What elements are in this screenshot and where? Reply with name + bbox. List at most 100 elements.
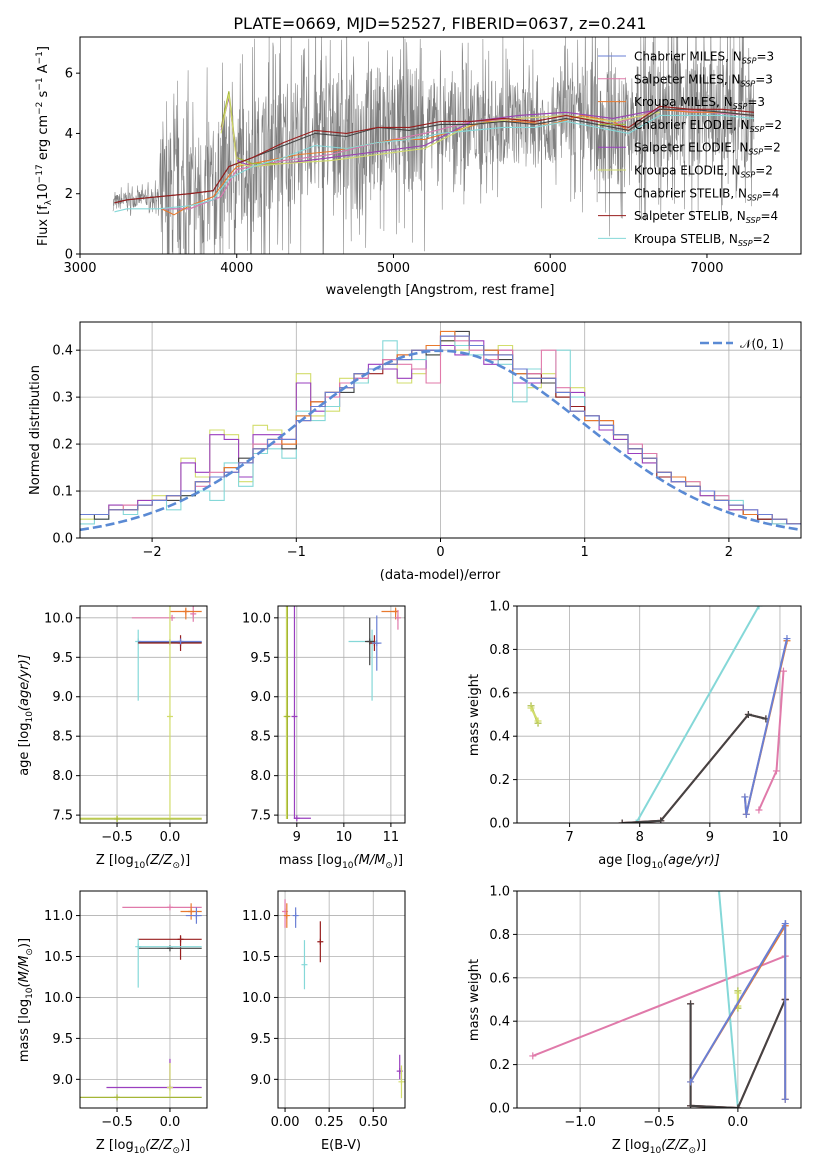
point-marker-kroupa_elodie	[166, 1084, 173, 1091]
residuals-xtick-label: −1	[287, 545, 306, 560]
spectrum-model-kroupa_stelib	[114, 114, 755, 213]
residuals-ytick-label: 0.2	[52, 438, 73, 453]
weight_vs_Z-xtick-label: 0.0	[728, 1115, 749, 1130]
point-marker-salpeter_stelib	[317, 938, 324, 945]
point-marker-salpeter_elodie	[291, 713, 298, 720]
spectrum-model-salpeter_miles	[161, 108, 755, 210]
weight_vs_Z-xlabel-part: )]	[696, 1138, 706, 1153]
point-marker-kroupa_miles	[283, 912, 290, 919]
mass_vs_Z-xtick-label: −0.5	[101, 1115, 133, 1130]
residuals-ytick-label: 0.1	[52, 485, 73, 500]
mass_vs_ebv-ytick-label: 10.0	[242, 991, 271, 1006]
spectrum-ytick-label: 6	[65, 67, 73, 82]
age_vs_mass-xlabel-part: )]	[393, 853, 403, 868]
weight_vs_age-xtick-label: 8	[636, 830, 644, 845]
mass_vs_ebv-ytick-label: 11.0	[242, 909, 271, 924]
weight-marker-chabrier_stelib	[734, 1104, 742, 1108]
weight_vs_Z-ylabel: mass weight	[467, 959, 482, 1041]
spectrum-xtick-label: 6000	[534, 261, 567, 276]
age_vs_Z-ylabel-part: 10	[25, 711, 35, 723]
point-marker-salpeter_stelib	[177, 936, 184, 943]
legend-text: Chabrier STELIB, N	[634, 186, 747, 200]
point-marker-chabrier_stelib	[366, 638, 373, 645]
figure-title: PLATE=0669, MJD=52527, FIBERID=0637, z=0…	[233, 14, 646, 33]
mass_vs_Z-xlabel-part: 10	[134, 1146, 146, 1156]
age_vs_mass-xlabel-part: ⊙	[385, 861, 393, 871]
age_vs_mass-plot-area	[283, 606, 401, 822]
age_vs_mass-xtick-label: 10	[336, 830, 353, 845]
weight-marker-kroupa_stelib	[755, 606, 763, 610]
weight_vs_age-ytick-label: 0.2	[489, 773, 510, 788]
legend-nssp: =4	[760, 209, 778, 223]
age_vs_mass-xtick-label: 11	[383, 830, 400, 845]
weight_vs_age-xlabel-part: age [log	[598, 853, 651, 868]
weight-marker-chabrier_stelib	[687, 1000, 695, 1008]
point-marker-kroupa_elodie	[398, 1078, 405, 1085]
spectrum-ylabel-part: s	[36, 90, 51, 101]
weight-marker-chabrier_stelib	[618, 819, 626, 823]
weight-marker-kroupa_stelib	[632, 819, 640, 823]
weight_vs_age-xlabel-part: (age/yr)]	[663, 853, 720, 868]
weight_vs_age-frame	[516, 605, 802, 824]
weight_vs_age-xtick-label: 7	[565, 830, 573, 845]
spectrum-ytick-label: 2	[65, 187, 73, 202]
spectrum-ylabel: Flux [fλ10−17 erg cm−2 s−1 A−1]	[35, 46, 54, 246]
age_vs_Z-ylabel-part: age [log	[17, 723, 32, 776]
legend-text: Salpeter ELODIE, N	[634, 141, 748, 155]
legend-label-kroupa_elodie: Kroupa ELODIE, NSSP=2	[634, 164, 773, 180]
weight_vs_age-ytick-label: 1.0	[489, 600, 510, 615]
age_vs_Z-xlabel: Z [log10(Z/Z⊙)]	[96, 853, 190, 871]
weight-marker-kroupa_elodie	[734, 989, 742, 997]
age_vs_Z-xlabel-part: 10	[134, 861, 146, 871]
legend-sub: SSP	[746, 216, 761, 225]
spectrum-ylabel-part: −17	[35, 164, 45, 183]
age_vs_Z-xtick-label: 0.0	[160, 830, 181, 845]
legend-label-kroupa_miles: Kroupa MILES, NSSP=3	[634, 95, 765, 111]
legend-sub: SSP	[747, 193, 762, 202]
mass_vs_ebv-ytick-label: 9.5	[250, 1032, 271, 1047]
weight_vs_Z-ytick-label: 1.0	[489, 885, 510, 900]
spectrum-ylabel-part: λ	[44, 199, 54, 205]
age_vs_Z-xlabel-part: ⊙	[172, 861, 180, 871]
age_vs_Z-xlabel-part: Z [log	[96, 853, 134, 868]
weight_vs_age-ytick-label: 0.0	[489, 817, 510, 832]
age_vs_mass-xlabel-part: (M/M	[354, 853, 386, 868]
age_vs_Z-ytick-label: 9.5	[52, 651, 73, 666]
mass_vs_Z-ytick-label: 9.5	[52, 1032, 73, 1047]
point-marker-salpeter_miles	[166, 904, 173, 911]
mass_vs_ebv-xlabel: E(B-V)	[321, 1138, 361, 1153]
spectrum-ytick-label: 4	[65, 127, 73, 142]
weight_vs_Z-xlabel-part: Z [log	[612, 1138, 650, 1153]
residuals-xtick-label: 2	[725, 545, 733, 560]
age_vs_mass-xlabel-part: mass [log	[279, 853, 342, 868]
age_vs_Z-ylabel: age [log10(age/yr)]	[17, 654, 35, 776]
weight-line-salpeter_stelib	[622, 713, 767, 823]
weight_vs_age-xlabel: age [log10(age/yr)]	[598, 853, 720, 871]
weight_vs_Z-panel: −1.0 −0.5 0.0 0.0 0.2 0.4 0.6 0.8 1.0 Z [log10(Z/…	[467, 885, 802, 1156]
mass_vs_ebv-xtick-label: 0.25	[315, 1115, 344, 1130]
point-marker-kroupa_stelib	[135, 943, 142, 950]
age_vs_mass-xtick-label: 9	[293, 830, 301, 845]
point-marker-salpeter_elodie	[293, 815, 300, 822]
weight_vs_Z-ytick-label: 0.2	[489, 1058, 510, 1073]
age_vs_Z-ytick-label: 8.5	[52, 730, 73, 745]
weight-marker-chabrier_miles	[741, 793, 749, 801]
point-marker-kroupa_miles	[188, 908, 195, 915]
age_vs_mass-ytick-label: 7.5	[250, 809, 271, 824]
age_vs_Z-panel: −0.5 0.07.58.08.59.09.510.0Z [log10(Z/Z⊙)…	[17, 605, 208, 871]
weight-marker-chabrier_miles	[742, 810, 750, 818]
mass_vs_ebv-xtick-label: 0.00	[271, 1115, 300, 1130]
weight-marker-kroupa_stelib	[715, 891, 723, 895]
weight-marker-salpeter_miles	[529, 1052, 537, 1060]
legend-nssp: =3	[755, 72, 773, 86]
point-marker-chabrier_elodie	[114, 1094, 121, 1101]
weight_vs_Z-ytick-label: 0.4	[489, 1015, 510, 1030]
legend-nssp: =4	[762, 186, 780, 200]
legend-nssp: =2	[763, 141, 781, 155]
mass_vs_ebv-plot-area	[282, 899, 405, 1099]
mass_vs_Z-xlabel: Z [log10(Z/Z⊙)]	[96, 1138, 190, 1156]
mass_vs_Z-ylabel-part: ⊙	[25, 948, 35, 956]
gauss-legend-label: 𝒩(0, 1)	[740, 337, 784, 351]
